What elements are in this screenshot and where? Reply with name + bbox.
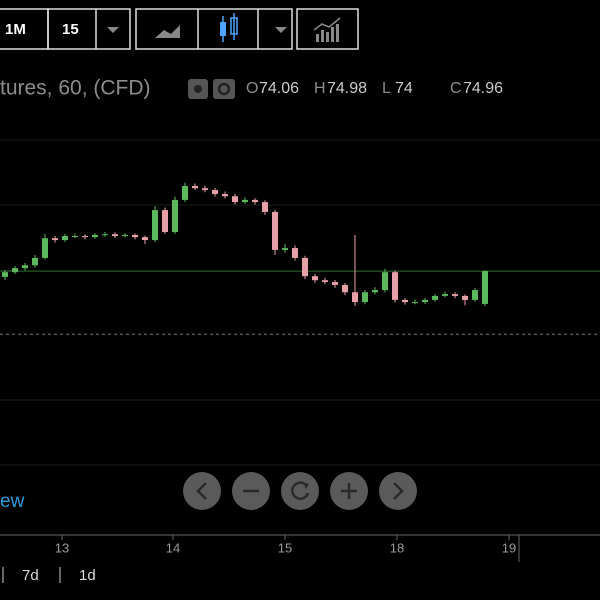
zoom-controls (183, 472, 417, 510)
candle-body (152, 210, 158, 241)
x-tick-label: 15 (278, 540, 292, 555)
x-tick-label: 13 (55, 540, 69, 555)
range-option[interactable]: 7d (22, 567, 39, 584)
candle-body (172, 199, 178, 233)
candle-body (402, 299, 408, 303)
candle-body (302, 257, 308, 277)
ohlc-value: 74.06 (259, 80, 299, 97)
candle-body (272, 211, 278, 250)
candle-body (442, 294, 448, 296)
candle-body (392, 272, 398, 300)
candle-body (432, 295, 438, 300)
area-chart-icon[interactable] (155, 25, 180, 38)
candle-body (132, 234, 138, 238)
zoom-in-button[interactable] (330, 472, 368, 510)
range-label[interactable]: 1M (5, 21, 26, 38)
x-tick-label: 19 (502, 540, 516, 555)
candle-body (452, 294, 458, 296)
candle-body (112, 234, 118, 237)
ohlc-key: O (246, 80, 258, 97)
candle-body (202, 188, 208, 191)
scroll-left-button[interactable] (183, 472, 221, 510)
candle-body (462, 295, 468, 300)
candle-body (482, 271, 488, 304)
candle-body (422, 299, 428, 303)
candle-body (82, 236, 88, 238)
candle-body (472, 290, 478, 300)
candle-body (352, 292, 358, 303)
symbol-title: tures, 60, (CFD) (0, 77, 151, 100)
candle-body (242, 199, 248, 203)
indicators-button[interactable] (296, 8, 359, 50)
interval-button[interactable] (47, 8, 131, 50)
indicators-icon[interactable] (313, 17, 341, 42)
candle-body (62, 236, 68, 241)
plot-area: 13 14 15 18 19 (0, 182, 600, 555)
candle-body (2, 272, 8, 277)
ohlc-value: 74.96 (463, 80, 503, 97)
candle-icon[interactable] (220, 13, 238, 42)
candle-body (22, 265, 28, 269)
candle-body (42, 238, 48, 258)
x-tick-label: 14 (166, 540, 180, 555)
dropdown-arrow[interactable] (275, 27, 287, 33)
candle-body (342, 284, 348, 293)
candle-body (262, 202, 268, 212)
candle-body (12, 268, 18, 273)
ohlc-key: C (450, 80, 462, 97)
candle-body (292, 248, 298, 258)
ohlc-key: L (382, 80, 391, 97)
x-tick-label: 18 (390, 540, 404, 555)
settings-icon-gear (217, 82, 231, 96)
candle-body (162, 210, 168, 233)
ohlc-key: H (314, 80, 326, 97)
ohlc-legend: O 74.06 H 74.98 L 74 C 74.96 (246, 80, 503, 97)
candle-body (52, 238, 58, 241)
candle-body (282, 248, 288, 250)
candle-body (32, 257, 38, 266)
candle-body (92, 234, 98, 238)
candle-body (232, 196, 238, 203)
candle-body (382, 272, 388, 291)
candle-body (372, 290, 378, 293)
candle-body (362, 292, 368, 303)
view-link[interactable]: ew (0, 491, 25, 512)
chart-type-group (135, 8, 293, 50)
candle-body (102, 234, 108, 236)
dropdown-arrow[interactable] (107, 27, 119, 33)
range-option[interactable]: 1d (79, 567, 96, 584)
candle-body (142, 237, 148, 241)
candle-body (192, 186, 198, 189)
candle-body (182, 186, 188, 200)
scroll-right-button[interactable] (379, 472, 417, 510)
candle-body (212, 190, 218, 195)
settings-icon[interactable] (213, 79, 235, 99)
reset-button[interactable] (281, 472, 319, 510)
candle-body (322, 280, 328, 283)
candle-body (252, 199, 258, 203)
candle-body (332, 282, 338, 285)
candle-body (312, 276, 318, 281)
ohlc-value: 74.98 (327, 80, 367, 97)
zoom-out-button[interactable] (232, 472, 270, 510)
background-grid (0, 139, 600, 466)
candle-body (72, 236, 78, 238)
candle-body (222, 194, 228, 197)
candle-body (122, 234, 128, 237)
toolbar (0, 8, 359, 50)
eye-icon-pupil (194, 85, 202, 93)
candle-body (412, 302, 418, 304)
interval-label[interactable]: 15 (62, 21, 79, 38)
ohlc-value: 74 (395, 80, 413, 97)
